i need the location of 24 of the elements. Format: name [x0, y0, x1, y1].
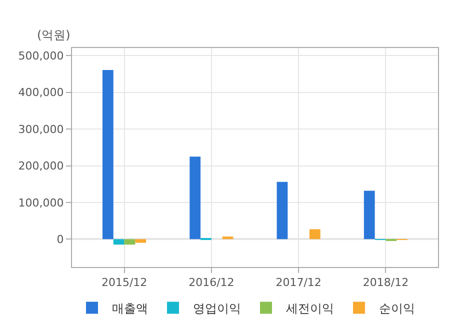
x-tick-label: 2016/12 — [188, 276, 234, 290]
legend-label: 영업이익 — [193, 301, 241, 316]
x-tick-label: 2017/12 — [276, 276, 322, 290]
y-tick-label: 100,000 — [18, 196, 64, 210]
y-tick-label: 400,000 — [18, 86, 64, 100]
x-tick-label: 2018/12 — [362, 276, 409, 290]
y-tick-label: 0 — [56, 232, 64, 246]
y-axis-title: (억원) — [37, 28, 70, 42]
x-tick-label: 2015/12 — [101, 276, 148, 290]
bar — [113, 239, 124, 245]
bar — [135, 239, 146, 243]
bar — [102, 70, 114, 240]
y-tick-label: 200,000 — [18, 160, 64, 173]
legend-label: 순이익 — [379, 301, 415, 316]
bar — [190, 156, 201, 240]
y-tick-label: 300,000 — [18, 122, 64, 136]
bar — [124, 239, 136, 245]
y-tick-label: 500,000 — [18, 50, 64, 63]
bar — [222, 236, 234, 240]
bar — [309, 229, 320, 240]
bar — [276, 182, 288, 240]
bar — [364, 190, 375, 240]
legend-label: 매출액 — [112, 301, 148, 316]
legend-label: 세전이익 — [286, 301, 334, 316]
